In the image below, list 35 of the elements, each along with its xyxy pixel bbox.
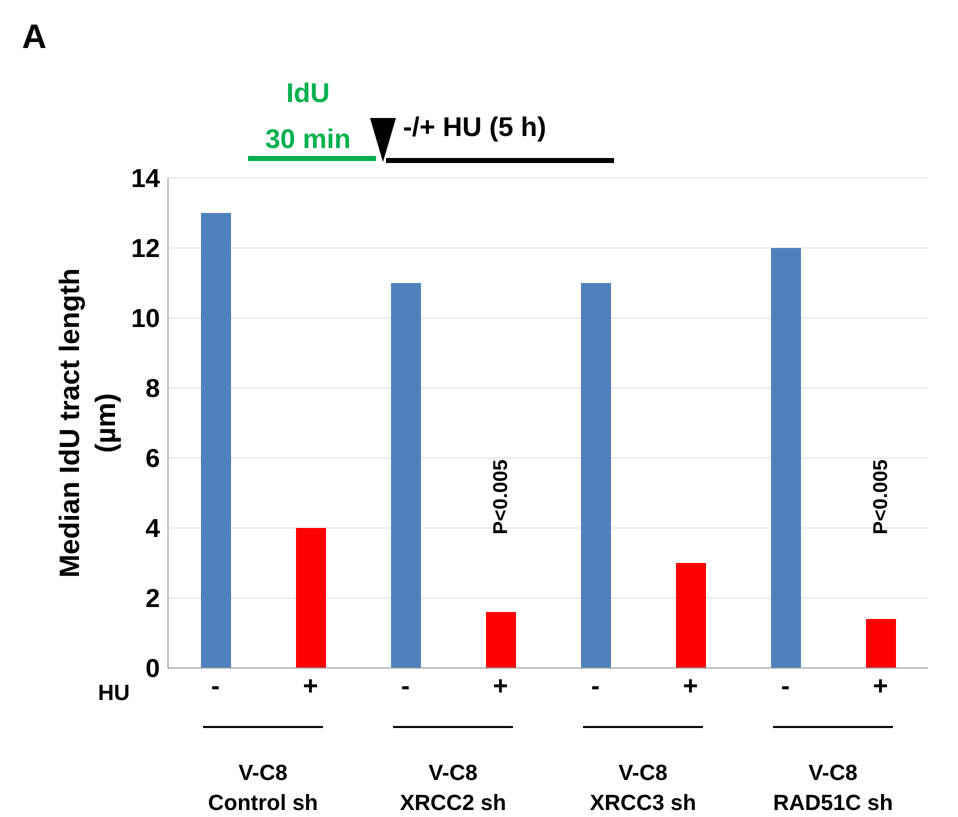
y-tick-label: 4 (146, 513, 161, 544)
bar (676, 563, 706, 668)
annotation: P<0.005 (868, 458, 892, 536)
x-tick-label: - (591, 670, 600, 700)
bar (486, 612, 516, 668)
text: V-C8 Control sh (207, 759, 319, 817)
y-tick-label: 2 (146, 583, 160, 614)
text: A (22, 18, 47, 57)
bar (201, 213, 231, 668)
bar (581, 283, 611, 668)
x-tick-label: + (492, 670, 508, 700)
x-tick-label: + (872, 670, 888, 700)
y-tick-label: 14 (131, 163, 161, 194)
y-tick-label: 10 (131, 303, 160, 334)
x-tick-label: + (682, 670, 698, 700)
bar (771, 248, 801, 668)
y-axis-title: Median IdU tract length (µm) (53, 267, 122, 580)
text: -/+ HU (5 h) (403, 112, 546, 143)
annotation: P<0.005 (488, 458, 512, 536)
bar (866, 619, 896, 668)
text: V-C8 RAD51C sh (772, 759, 894, 817)
text: IdU 30 min (264, 77, 352, 156)
x-tick-label: - (781, 670, 790, 700)
y-tick-label: 6 (146, 443, 160, 474)
x-tick-label: - (401, 670, 410, 700)
y-tick-label: 12 (131, 233, 160, 264)
text: V-C8 XRCC3 sh (588, 759, 698, 817)
y-tick-label: 0 (146, 653, 160, 684)
bar (296, 528, 326, 668)
text: V-C8 XRCC2 sh (398, 759, 508, 817)
text: HU (98, 680, 130, 706)
y-tick-label: 8 (146, 373, 160, 404)
bar (391, 283, 421, 668)
x-tick-label: - (211, 670, 220, 700)
x-tick-label: + (302, 670, 318, 700)
